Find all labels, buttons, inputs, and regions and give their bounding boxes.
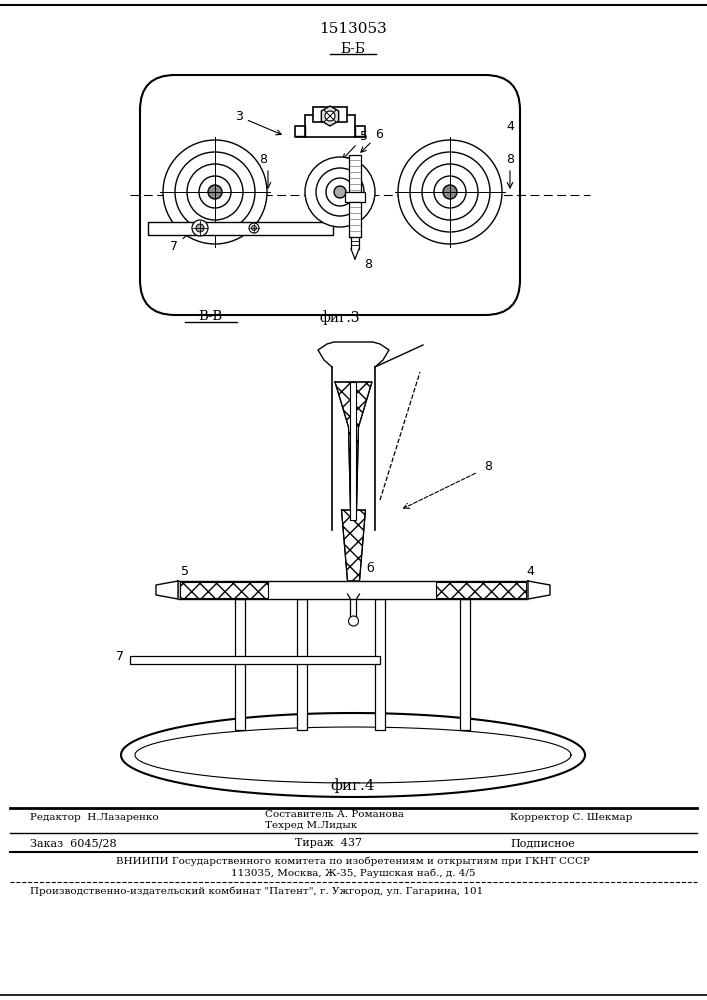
Text: 4: 4 xyxy=(526,565,534,578)
Polygon shape xyxy=(156,581,178,599)
Circle shape xyxy=(316,168,364,216)
Text: фиг.4: фиг.4 xyxy=(331,778,375,793)
Circle shape xyxy=(434,176,466,208)
Text: В-В: В-В xyxy=(198,310,222,323)
Text: Тираж  437: Тираж 437 xyxy=(295,838,362,848)
Bar xyxy=(305,115,355,137)
Circle shape xyxy=(252,226,257,231)
Polygon shape xyxy=(121,713,585,797)
Bar xyxy=(351,382,356,520)
Text: 5: 5 xyxy=(343,130,368,159)
Text: 6: 6 xyxy=(361,128,383,152)
Bar xyxy=(235,599,245,730)
Text: б: б xyxy=(366,562,374,575)
Polygon shape xyxy=(528,581,550,599)
Circle shape xyxy=(443,185,457,199)
Text: Редактор  Н.Лазаренко: Редактор Н.Лазаренко xyxy=(30,813,158,822)
Circle shape xyxy=(422,164,478,220)
Circle shape xyxy=(398,140,502,244)
Text: Б-Б: Б-Б xyxy=(341,42,366,56)
Circle shape xyxy=(410,152,490,232)
Text: 8: 8 xyxy=(484,460,492,473)
Circle shape xyxy=(196,224,204,232)
Text: Составитель А. Романова: Составитель А. Романова xyxy=(265,810,404,819)
Text: Производственно-издательский комбинат "Патент", г. Ужгород, ул. Гагарина, 101: Производственно-издательский комбинат "П… xyxy=(30,886,484,896)
Circle shape xyxy=(192,220,208,236)
Circle shape xyxy=(326,178,354,206)
Circle shape xyxy=(163,140,267,244)
Text: Заказ  6045/28: Заказ 6045/28 xyxy=(30,838,117,848)
Circle shape xyxy=(325,111,335,121)
Polygon shape xyxy=(341,510,366,581)
Polygon shape xyxy=(322,106,339,126)
Bar xyxy=(178,581,528,599)
Circle shape xyxy=(334,186,346,198)
Circle shape xyxy=(249,223,259,233)
Bar xyxy=(180,582,268,598)
Text: 5: 5 xyxy=(181,565,189,578)
Text: 7: 7 xyxy=(116,650,124,663)
Text: 2: 2 xyxy=(175,204,226,218)
Circle shape xyxy=(305,157,375,227)
Text: 8: 8 xyxy=(506,153,514,166)
Text: 3: 3 xyxy=(235,110,281,135)
Text: ВНИИПИ Государственного комитета по изобретениям и открытиям при ГКНТ СССР: ВНИИПИ Государственного комитета по изоб… xyxy=(116,856,590,865)
Text: 4: 4 xyxy=(506,120,514,133)
Circle shape xyxy=(175,152,255,232)
Text: Подписное: Подписное xyxy=(510,838,575,848)
Polygon shape xyxy=(335,382,372,510)
Text: 113035, Москва, Ж-35, Раушская наб., д. 4/5: 113035, Москва, Ж-35, Раушская наб., д. … xyxy=(230,869,475,879)
Circle shape xyxy=(187,164,243,220)
Text: 1513053: 1513053 xyxy=(319,22,387,36)
Circle shape xyxy=(349,616,358,626)
Bar xyxy=(460,599,470,730)
Text: фиг.3: фиг.3 xyxy=(320,310,361,325)
Bar xyxy=(436,582,526,598)
Bar xyxy=(130,656,380,664)
Text: Техред М.Лидык: Техред М.Лидык xyxy=(265,821,357,830)
Bar xyxy=(313,107,347,122)
FancyBboxPatch shape xyxy=(140,75,520,315)
Circle shape xyxy=(208,185,222,199)
Bar xyxy=(349,202,361,237)
Text: 7: 7 xyxy=(170,231,192,253)
Bar xyxy=(375,599,385,730)
Text: 8: 8 xyxy=(364,258,372,271)
Circle shape xyxy=(199,176,231,208)
Text: 8: 8 xyxy=(259,153,267,166)
Bar xyxy=(148,222,333,235)
Bar xyxy=(297,599,307,730)
Bar xyxy=(345,192,365,202)
Bar xyxy=(349,155,361,195)
Text: Корректор С. Шекмар: Корректор С. Шекмар xyxy=(510,813,632,822)
